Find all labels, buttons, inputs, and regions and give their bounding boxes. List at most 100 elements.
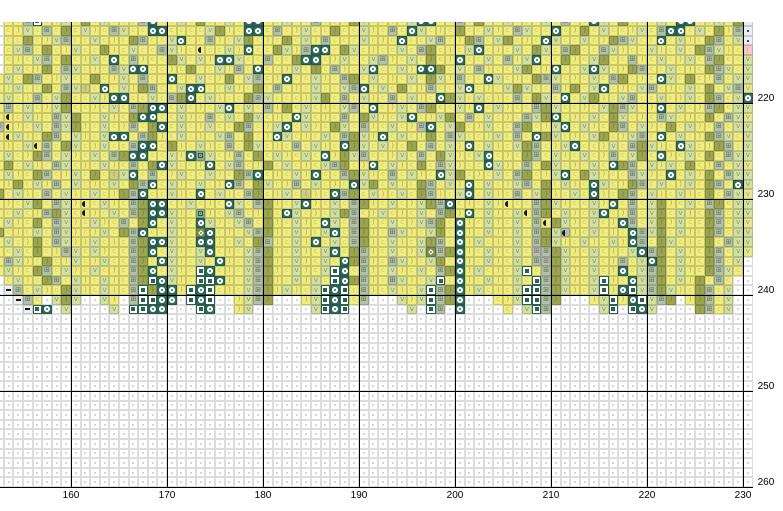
dark-teal-disc-symbol [331, 248, 338, 255]
sage-plus-square-symbol: ⊞ [543, 285, 550, 294]
light-yellow-symbol: c [640, 199, 645, 208]
yellow-paren-symbol: ) [372, 199, 375, 208]
stitch-cell: c [695, 35, 705, 46]
stitch-cell: ) [71, 218, 81, 228]
light-yellow-symbol: c [0, 267, 1, 274]
light-yellow-symbol: c [102, 36, 107, 45]
pale-green-v-symbol: v [112, 208, 117, 217]
light-yellow-symbol: c [688, 26, 693, 35]
stitch-cell: c [378, 122, 388, 132]
stitch-cell [397, 35, 407, 46]
dark-teal-disc-symbol [456, 56, 463, 63]
stitch-cell: ( [301, 189, 311, 199]
light-yellow-symbol: c [678, 84, 683, 93]
empty-symbol [17, 317, 20, 320]
light-yellow-symbol: c [160, 151, 165, 160]
pale-green-v-symbol: v [102, 256, 107, 265]
stitch-cell: ) [23, 93, 33, 103]
stitch-cell: ) [186, 112, 196, 123]
stitch-cell: c [474, 26, 484, 36]
light-yellow-symbol: c [83, 170, 88, 179]
light-yellow-symbol: c [669, 132, 673, 141]
empty-symbol [497, 308, 500, 311]
sage-plus-square-symbol: ⊞ [255, 199, 262, 208]
sage-plus-square-symbol: ⊞ [255, 228, 262, 237]
stitch-cell: c [243, 83, 254, 94]
pale-green-v-symbol: v [102, 132, 107, 141]
dark-teal-disc-symbol [178, 37, 185, 44]
stitch-cell: v [483, 179, 494, 190]
light-yellow-symbol: c [400, 199, 405, 208]
stitch-cell [387, 295, 398, 305]
stitch-cell: ) [13, 227, 23, 238]
stitch-cell: c [3, 189, 14, 199]
light-yellow-symbol: c [6, 55, 11, 64]
stitch-cell: c [234, 141, 244, 151]
stitch-cell [263, 314, 273, 324]
stitch-cell: c [186, 227, 196, 238]
empty-symbol [237, 317, 240, 320]
stitch-cell [147, 26, 158, 36]
stitch-cell: v [282, 189, 292, 199]
stitch-cell: v [685, 199, 695, 209]
stitch-cell: ) [637, 112, 647, 123]
stitch-cell [455, 285, 465, 295]
stitch-cell: c [253, 45, 263, 55]
stitch-cell [435, 314, 446, 324]
pale-green-v-symbol: v [73, 256, 78, 265]
light-yellow-symbol: c [0, 181, 1, 188]
yellow-paren-symbol: ) [324, 112, 327, 121]
yellow-paren-symbol: ) [7, 199, 10, 208]
sage-plus-square-symbol: ⊞ [341, 93, 348, 102]
stitch-cell: c [368, 35, 379, 46]
stitch-cell: ) [224, 64, 235, 75]
stitch-cell: v [311, 141, 321, 151]
light-yellow-symbol: c [726, 180, 731, 189]
stitch-cell [224, 304, 235, 315]
empty-symbol [285, 308, 288, 311]
light-yellow-symbol: c [409, 266, 414, 275]
stitch-cell: ) [301, 295, 311, 305]
stitch-cell: c [723, 218, 734, 228]
stitch-cell: c [666, 227, 676, 238]
olive-paren-symbol: ) [544, 160, 548, 169]
light-yellow-symbol: c [313, 218, 318, 227]
olive-paren-symbol: ) [256, 151, 260, 160]
stitch-cell: ) [330, 26, 340, 36]
stitch-cell: c [13, 199, 23, 209]
stitch-cell: v [589, 160, 599, 171]
stitch-cell: v [13, 275, 23, 286]
yellow-green-v-symbol: v [745, 160, 750, 169]
stitch-cell: ) [253, 83, 263, 94]
stitch-cell [195, 151, 206, 161]
stitch-cell: c [675, 151, 686, 161]
stitch-cell: c [157, 151, 167, 161]
olive-paren-symbol: ) [688, 74, 692, 83]
light-yellow-symbol: c [726, 247, 731, 256]
stitch-cell [215, 314, 225, 324]
stitch-cell: c [474, 256, 484, 267]
stitch-cell: c [349, 112, 359, 123]
light-yellow-symbol: c [525, 93, 529, 102]
empty-symbol [353, 308, 356, 311]
stitch-cell: c [474, 160, 484, 171]
pale-green-v-symbol: v [371, 55, 376, 64]
stitch-cell [474, 45, 484, 55]
stitch-cell: ) [215, 74, 225, 84]
empty-symbol [161, 317, 164, 320]
stitch-cell: c [23, 64, 33, 75]
stitch-cell: ⊞ [167, 93, 177, 103]
light-yellow-symbol: c [525, 237, 529, 246]
pale-green-v-symbol: v [678, 132, 683, 141]
stitch-cell: c [215, 208, 225, 219]
stitch-cell: c [503, 64, 513, 75]
stitch-cell [531, 295, 542, 305]
stitch-cell [13, 304, 23, 315]
sage-plus-square-symbol: ⊞ [255, 93, 262, 102]
pale-green-v-symbol: v [64, 304, 69, 313]
stitch-cell: c [263, 45, 273, 55]
olive-paren-symbol: ) [16, 180, 20, 189]
stitch-cell [426, 122, 436, 132]
stitch-cell [186, 285, 196, 295]
